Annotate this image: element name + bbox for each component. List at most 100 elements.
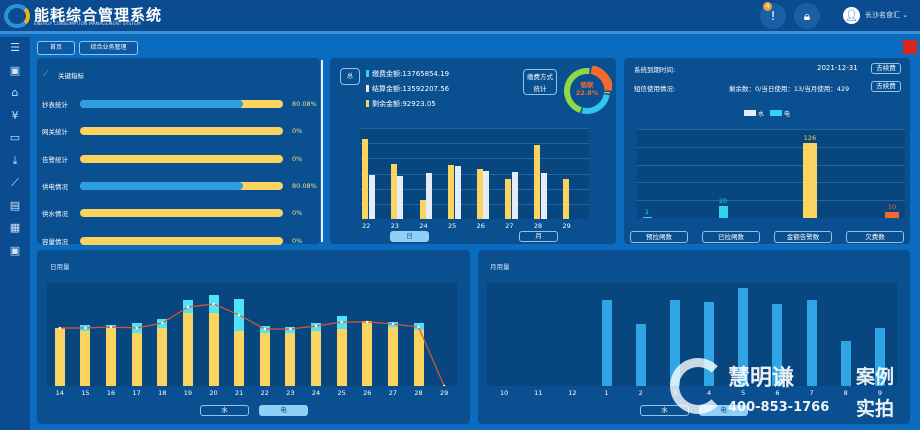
id-card-icon[interactable]: ▣ <box>9 243 21 257</box>
avatar[interactable]: 👤︎ <box>843 7 860 24</box>
watermark-phone: 400-853-1766 <box>728 400 830 415</box>
legend-swatch <box>366 70 369 77</box>
bar <box>157 328 168 386</box>
bar <box>397 176 404 219</box>
close-button[interactable] <box>903 40 917 54</box>
watermark-tag: 实拍 <box>856 398 895 420</box>
legend-elec: 电 <box>784 111 791 118</box>
bar <box>80 331 91 386</box>
key-indicators-panel: ⟋ 关键指标 抄表统计 80.08% 网关统计 0% 告警统计 0% 供电情况 80.08% 供… <box>37 58 320 246</box>
alarm-stat-button[interactable]: 金额告警数 <box>774 231 832 243</box>
donut-label: 银联 <box>580 81 594 89</box>
report-settings-icon[interactable]: ▤ <box>9 198 21 212</box>
indicator-value: 0% <box>292 209 303 218</box>
x-tick-label: 16 <box>106 389 116 397</box>
alert-count-badge: 4 <box>763 2 772 11</box>
x-tick-label: 15 <box>81 389 90 397</box>
payment-method-button[interactable]: 缴费方式统计 <box>523 69 557 95</box>
x-tick-label: 21 <box>235 389 244 397</box>
bar <box>311 331 322 386</box>
legend-swatch <box>366 85 369 92</box>
bar <box>635 324 646 386</box>
lock-button[interactable]: 🔒︎ <box>794 3 820 29</box>
bar <box>874 328 885 386</box>
alarm-stat-button[interactable]: 已拉闸数 <box>702 231 760 243</box>
x-tick-label: 17 <box>132 389 141 397</box>
bar <box>368 175 375 219</box>
x-tick-label: 23 <box>286 389 295 397</box>
tab-electric[interactable]: 电 <box>259 405 308 416</box>
tab-water[interactable]: 水 <box>200 405 249 416</box>
bar <box>483 171 490 219</box>
user-menu[interactable]: 长沙名食汇 ⌄ <box>865 11 909 19</box>
data-label: 10 <box>887 203 897 212</box>
lock-icon: 🔒︎ <box>803 8 811 23</box>
gridline <box>637 129 905 130</box>
x-tick-label: 5 <box>741 389 746 397</box>
bar <box>390 164 397 219</box>
bar <box>540 173 547 219</box>
scrollbar[interactable] <box>321 60 323 242</box>
x-tick-label: 7 <box>809 389 814 397</box>
line-point <box>289 327 292 331</box>
total-label: 总 <box>340 68 360 85</box>
indicator-progress-bar <box>80 154 283 163</box>
line-point <box>109 325 113 329</box>
x-tick-label: 22 <box>362 222 371 230</box>
gridline <box>360 188 589 190</box>
bar <box>454 166 461 219</box>
payment-amount: 缴费金额:13765854.19 <box>372 70 450 78</box>
bar <box>362 139 369 219</box>
tab-month[interactable]: 月 <box>519 231 558 242</box>
payment-panel: 总 缴费金额:13765854.19 结算金额:13592207.56 剩余金额:9… <box>330 58 616 244</box>
line-chart-icon[interactable]: ⟋ <box>11 176 19 189</box>
line-point <box>186 305 190 309</box>
alarm-stat-button[interactable]: 欠费数 <box>846 231 904 243</box>
legend-water-swatch <box>744 110 756 116</box>
bar <box>362 321 373 386</box>
gridline <box>637 182 905 184</box>
indicator-label: 供水情况 <box>42 210 68 219</box>
x-tick-label: 18 <box>158 389 167 397</box>
indicator-label: 告警统计 <box>42 155 68 164</box>
indicator-value: 0% <box>292 127 303 136</box>
tab-day[interactable]: 日 <box>390 231 429 242</box>
gridline <box>637 200 905 202</box>
bar <box>704 302 715 386</box>
gridline <box>360 173 589 175</box>
folder-icon[interactable]: ⌂ <box>11 86 19 99</box>
gridline <box>360 128 589 129</box>
expire-value: 2021-12-31 <box>817 64 858 72</box>
dashboard-icon[interactable]: ▣ <box>9 63 21 77</box>
monitor-icon[interactable]: ▭ <box>9 131 21 144</box>
breadcrumb-business[interactable]: 综合业务管理 <box>79 41 138 55</box>
renew-system-button[interactable]: 去续费 <box>871 63 901 74</box>
watermark-logo-icon <box>670 358 726 414</box>
breadcrumb-home[interactable]: 首页 <box>37 41 75 55</box>
line-point <box>417 325 420 329</box>
bar <box>426 173 433 219</box>
indicator-progress-bar <box>80 236 283 245</box>
alarm-stat-button[interactable]: 预拉闸数 <box>630 231 688 243</box>
x-tick-label: 10 <box>499 389 509 397</box>
exclamation-icon: ! <box>770 9 776 23</box>
watermark-brand: 慧明谦 <box>728 366 795 391</box>
apps-icon[interactable]: ▦ <box>9 221 21 234</box>
x-tick-label: 26 <box>363 389 372 397</box>
x-tick-label: 29 <box>440 389 449 397</box>
x-tick-label: 11 <box>534 389 543 397</box>
indicator-value: 80.08% <box>292 100 317 108</box>
trend-line <box>59 303 445 386</box>
line-point <box>314 324 318 328</box>
logo-icon <box>4 4 30 28</box>
menu-icon[interactable]: ☰ <box>10 41 20 54</box>
bar <box>718 206 728 218</box>
app-subtitle: ENERGY CONSUMPTION MANAGEMENT SYSTEM <box>34 22 141 27</box>
sidebar: ☰ ▣ ⌂ ¥ ▭ ⤓ ⟋ ▤ ▦ ▣ <box>0 37 30 430</box>
renew-sms-button[interactable]: 去续费 <box>871 81 901 92</box>
payment-amount: 结算金额:13592207.56 <box>372 85 450 93</box>
x-tick-label: 27 <box>505 222 514 230</box>
yuan-icon[interactable]: ¥ <box>11 108 19 122</box>
download-icon[interactable]: ⤓ <box>12 153 18 167</box>
bar <box>669 300 680 386</box>
